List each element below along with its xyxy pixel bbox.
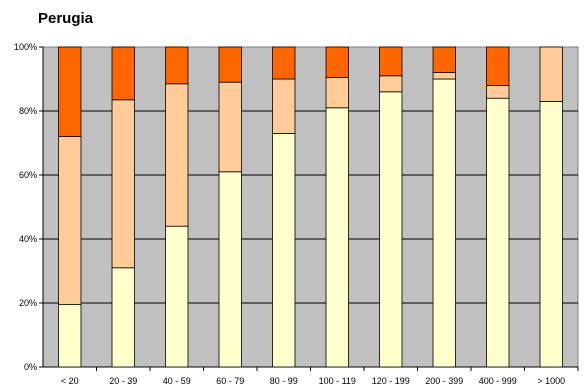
bar-segment-1 bbox=[432, 78, 456, 368]
y-tick-label: 100% bbox=[14, 42, 37, 52]
bar-segment-2 bbox=[539, 46, 563, 102]
y-tick-label: 20% bbox=[19, 298, 37, 308]
bar-segment-3 bbox=[486, 46, 510, 86]
bar-segment-2 bbox=[379, 75, 403, 93]
y-tick-label: 60% bbox=[19, 170, 37, 180]
x-tick-label: 400 - 999 bbox=[479, 376, 517, 386]
bar-segment-3 bbox=[58, 46, 82, 137]
x-tick-label: 60 - 79 bbox=[216, 376, 244, 386]
x-tick-label: 40 - 59 bbox=[163, 376, 191, 386]
bar-segment-1 bbox=[379, 91, 403, 368]
x-tick-label: 120 - 199 bbox=[372, 376, 410, 386]
bar-segment-3 bbox=[379, 46, 403, 77]
x-tick-label: > 1000 bbox=[537, 376, 565, 386]
y-tick-label: 80% bbox=[19, 106, 37, 116]
bar-segment-1 bbox=[218, 171, 242, 368]
x-tick-label: 80 - 99 bbox=[270, 376, 298, 386]
bar-segment-2 bbox=[165, 83, 189, 227]
bar-segment-1 bbox=[486, 97, 510, 368]
bar-segment-3 bbox=[111, 46, 135, 101]
bar-segment-1 bbox=[325, 107, 349, 368]
bar-segment-2 bbox=[486, 85, 510, 99]
bar-segment-3 bbox=[272, 46, 296, 80]
bar-segment-2 bbox=[432, 72, 456, 80]
x-tick-label: < 20 bbox=[61, 376, 79, 386]
bar-segment-3 bbox=[165, 46, 189, 85]
bar-segment-1 bbox=[58, 304, 82, 368]
x-tick-label: 200 - 399 bbox=[425, 376, 463, 386]
bar-segment-2 bbox=[111, 99, 135, 269]
bar-segment-1 bbox=[272, 132, 296, 368]
bar-segment-2 bbox=[58, 136, 82, 306]
bar-segment-1 bbox=[165, 225, 189, 368]
bar-segment-1 bbox=[111, 267, 135, 368]
chart-title: Perugia bbox=[38, 10, 94, 27]
bar-segment-2 bbox=[272, 78, 296, 134]
x-tick-label: 20 - 39 bbox=[109, 376, 137, 386]
x-tick-label: 100 - 119 bbox=[319, 376, 356, 386]
bar-segment-3 bbox=[218, 46, 242, 83]
y-tick-label: 40% bbox=[19, 234, 37, 244]
bar-segment-2 bbox=[218, 81, 242, 173]
y-tick-label: 0% bbox=[24, 362, 37, 372]
bar-segment-1 bbox=[539, 101, 563, 368]
bar-segment-3 bbox=[325, 46, 349, 78]
bar-segment-3 bbox=[432, 46, 456, 74]
bar-segment-2 bbox=[325, 77, 349, 109]
